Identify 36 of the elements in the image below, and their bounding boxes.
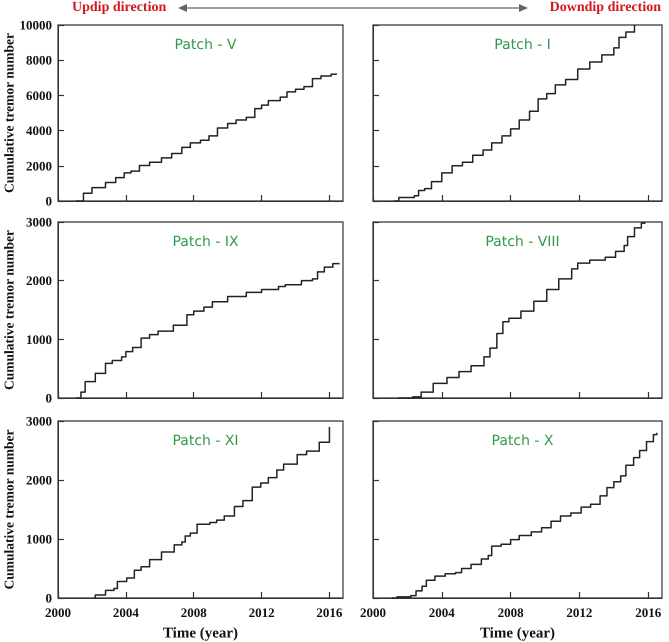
text: Patch - X: [492, 433, 554, 449]
y-tick-label: 0: [46, 590, 52, 606]
y-tick-label: 2000: [26, 158, 52, 174]
x-tick-label: 2008: [498, 605, 524, 620]
text: Patch - IX: [172, 234, 239, 250]
y-tick-label: 3000: [26, 214, 52, 230]
y-tick-label: 0: [46, 194, 52, 208]
y-axis-title: Cumulative tremor number: [2, 33, 16, 193]
y-tick-label: 1000: [26, 332, 52, 347]
x-tick-label: 2004: [428, 605, 456, 620]
y-axis-title: Cumulative tremor number: [2, 430, 16, 590]
y-tick-label: 8000: [26, 52, 52, 68]
text: Patch - I: [494, 37, 551, 53]
y-tick-label: 10000: [20, 18, 52, 32]
x-tick-label: 2000: [360, 605, 386, 620]
x-axis-title: Time (year): [162, 626, 238, 642]
y-tick-label: 3000: [26, 414, 52, 428]
y-tick-label: 6000: [26, 88, 52, 103]
y-tick-label: 2000: [26, 273, 52, 288]
y-tick-label: 0: [46, 390, 52, 406]
y-tick-label: 4000: [26, 123, 52, 138]
x-tick-label: 2016: [635, 605, 662, 620]
x-axis-title: Time (year): [480, 626, 556, 642]
x-tick-label: 2016: [316, 605, 343, 620]
x-tick-label: 2012: [566, 605, 592, 620]
text: Updip direction: [72, 0, 166, 16]
text: Patch - VIII: [485, 234, 560, 250]
x-tick-label: 2008: [180, 605, 208, 620]
text: Patch - XI: [172, 433, 239, 449]
text: Downdip direction: [550, 0, 661, 16]
text: Patch - V: [174, 37, 237, 53]
y-tick-label: 1000: [26, 532, 52, 546]
y-axis-title: Cumulative tremor number: [2, 230, 16, 390]
x-tick-label: 2012: [248, 605, 275, 620]
y-tick-label: 2000: [26, 472, 52, 488]
x-tick-label: 2004: [112, 605, 140, 620]
